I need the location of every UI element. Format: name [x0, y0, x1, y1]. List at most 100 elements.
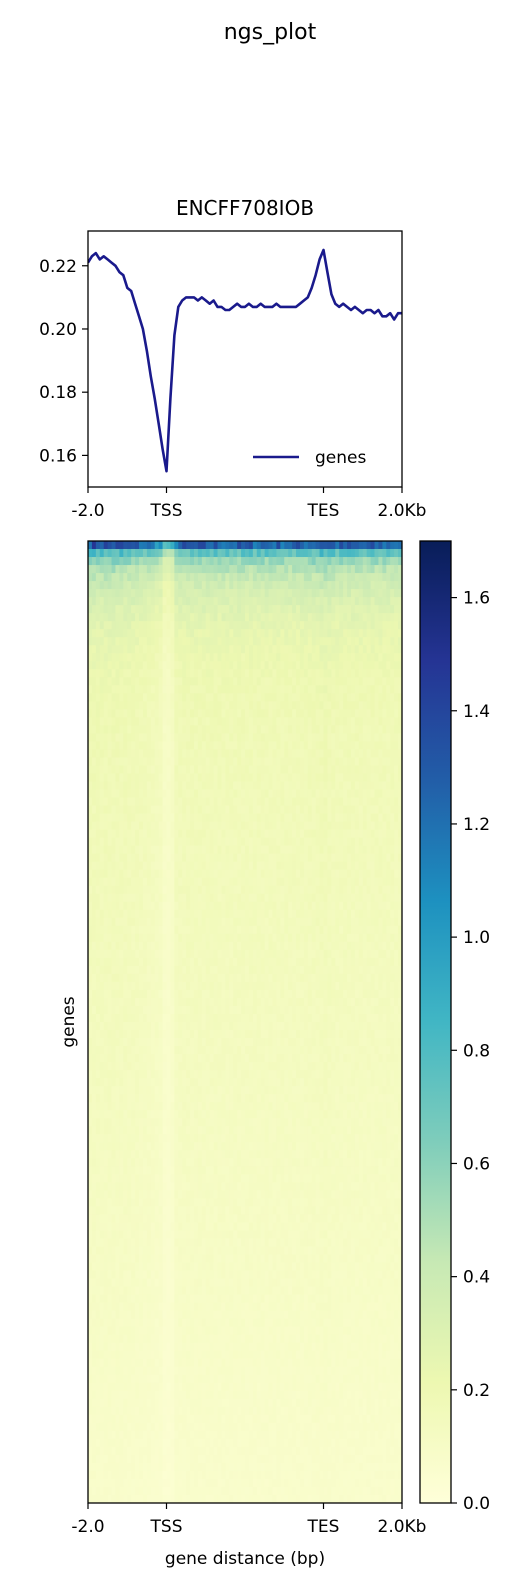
heatmap-cell	[358, 693, 364, 702]
heatmap-cell	[127, 749, 132, 758]
heatmap-cell	[370, 965, 376, 975]
heatmap-cell	[288, 725, 293, 734]
heatmap-cell	[142, 685, 148, 694]
heatmap-cell	[225, 693, 230, 702]
heatmap-cell	[150, 725, 156, 734]
heatmap-cell	[331, 997, 336, 1007]
heatmap-cell	[150, 965, 156, 975]
heatmap-cell	[229, 605, 234, 614]
heatmap-cell	[296, 781, 301, 791]
heatmap-cell	[268, 837, 273, 847]
heatmap-cell	[166, 629, 171, 638]
heatmap-cell	[217, 621, 222, 630]
heatmap-cell	[237, 773, 242, 782]
heatmap-cell	[366, 781, 372, 791]
heatmap-cell	[209, 597, 215, 606]
heatmap-cell	[366, 541, 372, 550]
heatmap-cell	[237, 741, 242, 750]
heatmap-cell	[335, 677, 340, 686]
heatmap-cell	[99, 757, 105, 766]
heatmap-cell	[209, 557, 215, 566]
heatmap-cell	[229, 845, 234, 855]
heatmap-cell	[209, 645, 215, 654]
heatmap-cell	[303, 733, 309, 742]
heatmap-cell	[217, 677, 222, 686]
heatmap-cell	[150, 869, 156, 879]
heatmap-cell	[268, 581, 273, 590]
heatmap-cell	[386, 957, 391, 967]
heatmap-cell	[174, 677, 179, 686]
heatmap-cell	[123, 949, 128, 959]
heatmap-cell	[205, 573, 211, 582]
heatmap-cell	[142, 605, 148, 614]
heatmap-cell	[248, 933, 254, 943]
heatmap-cell	[394, 829, 399, 839]
heatmap-cell	[91, 949, 97, 959]
heatmap-cell	[370, 597, 376, 606]
heatmap-cell	[343, 541, 348, 550]
heatmap-cell	[252, 901, 258, 911]
heatmap-cell	[260, 653, 266, 662]
heatmap-cell	[327, 933, 332, 943]
heatmap-cell	[197, 741, 203, 750]
heatmap-cell	[276, 645, 281, 654]
heatmap-cell	[378, 1013, 383, 1023]
heatmap-cell	[170, 869, 175, 879]
heatmap-cell	[162, 789, 167, 799]
heatmap-cell	[154, 565, 160, 574]
heatmap-cell	[339, 741, 344, 750]
heatmap-cell	[386, 749, 391, 758]
heatmap-cell	[154, 589, 160, 598]
heatmap-cell	[354, 965, 360, 975]
heatmap-cell	[174, 933, 179, 943]
heatmap-cell	[347, 709, 352, 718]
heatmap-cell	[307, 693, 313, 702]
heatmap-cell	[150, 797, 156, 807]
heatmap-cell	[398, 1005, 403, 1015]
heatmap-cell	[174, 893, 179, 903]
heatmap-cell	[252, 829, 258, 839]
heatmap-cell	[91, 653, 97, 662]
heatmap-cell	[280, 549, 285, 558]
heatmap-cell	[182, 621, 187, 630]
heatmap-cell	[201, 645, 207, 654]
heatmap-cell	[398, 837, 403, 847]
heatmap-cell	[174, 981, 179, 991]
heatmap-cell	[233, 829, 238, 839]
heatmap-cell	[370, 669, 376, 678]
heatmap-cell	[158, 733, 164, 742]
heatmap-cell	[374, 997, 379, 1007]
heatmap-cell	[111, 757, 116, 766]
heatmap-cell	[225, 717, 230, 726]
heatmap-cell	[339, 597, 344, 606]
heatmap-cell	[327, 581, 332, 590]
heatmap-cell	[190, 717, 195, 726]
heatmap-cell	[158, 589, 164, 598]
heatmap-cell	[339, 829, 344, 839]
heatmap-cell	[103, 949, 109, 959]
heatmap-cell	[127, 693, 132, 702]
heatmap-cell	[366, 885, 372, 895]
heatmap-cell	[327, 997, 332, 1007]
heatmap-cell	[193, 965, 199, 975]
heatmap-cell	[233, 589, 238, 598]
profile-y-tick-label: 0.20	[39, 320, 77, 340]
heatmap-cell	[217, 997, 222, 1007]
heatmap-cell	[119, 709, 124, 718]
heatmap-cell	[170, 949, 175, 959]
heatmap-cell	[362, 685, 368, 694]
heatmap-cell	[296, 717, 301, 726]
heatmap-cell	[213, 885, 219, 895]
heatmap-cell	[292, 973, 297, 983]
heatmap-cell	[131, 733, 136, 742]
heatmap-cell	[201, 797, 207, 807]
heatmap-cell	[131, 829, 136, 839]
heatmap-cell	[119, 813, 124, 823]
heatmap-cell	[166, 845, 171, 855]
heatmap-cell	[221, 677, 226, 686]
heatmap-cell	[248, 869, 254, 879]
heatmap-cell	[127, 765, 132, 774]
heatmap-cell	[131, 653, 136, 662]
heatmap-cell	[370, 1005, 376, 1015]
heatmap-cell	[162, 965, 167, 975]
